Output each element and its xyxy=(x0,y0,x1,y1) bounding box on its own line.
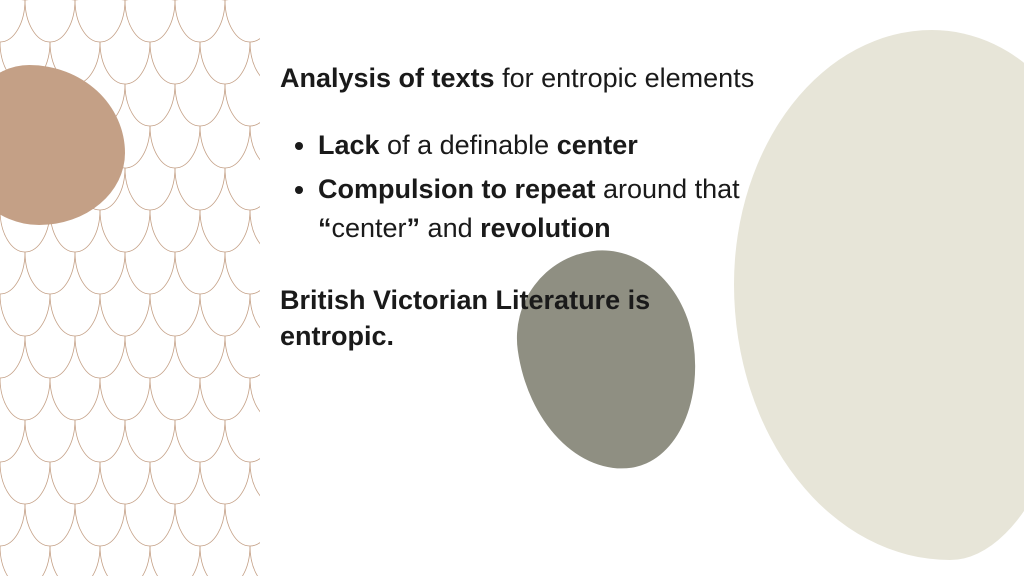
text-content: Analysis of texts for entropic elements … xyxy=(280,60,760,355)
conclusion: British Victorian Literature is entropic… xyxy=(280,282,760,355)
cream-blob-shape xyxy=(734,30,1024,560)
heading-rest: for entropic elements xyxy=(495,63,755,93)
list-item: Compulsion to repeat around that “center… xyxy=(318,170,760,248)
slide: Analysis of texts for entropic elements … xyxy=(0,0,1024,576)
bullet-list: Lack of a definable center Compulsion to … xyxy=(280,126,760,247)
list-item: Lack of a definable center xyxy=(318,126,760,165)
heading: Analysis of texts for entropic elements xyxy=(280,60,760,96)
heading-bold: Analysis of texts xyxy=(280,63,495,93)
